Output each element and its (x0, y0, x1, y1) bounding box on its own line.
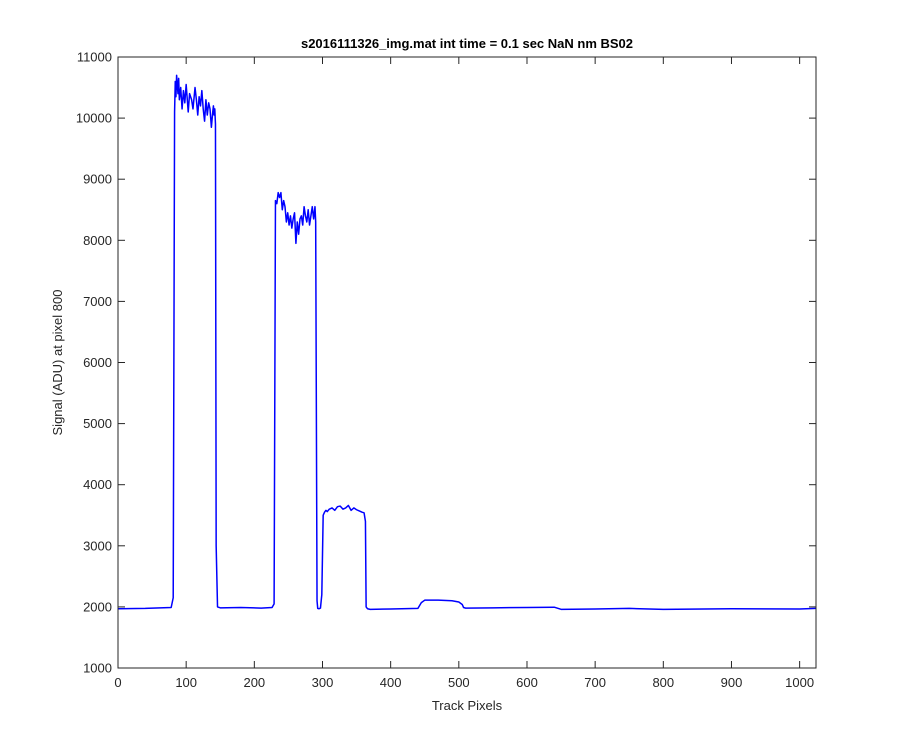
x-tick-label: 100 (175, 675, 197, 690)
y-tick-label: 10000 (76, 111, 112, 126)
x-tick-label: 900 (721, 675, 743, 690)
chart-title: s2016111326_img.mat int time = 0.1 sec N… (301, 36, 633, 51)
y-tick-label: 1000 (83, 661, 112, 676)
series-group (117, 74, 817, 611)
y-tick-label: 3000 (83, 538, 112, 553)
x-tick-label: 1000 (785, 675, 814, 690)
y-tick-label: 5000 (83, 416, 112, 431)
x-tick-label: 400 (380, 675, 402, 690)
y-tick-label: 7000 (83, 294, 112, 309)
x-tick-label: 800 (652, 675, 674, 690)
plot-area-background (118, 57, 816, 668)
y-tick-label: 9000 (83, 172, 112, 187)
y-tick-label: 6000 (83, 355, 112, 370)
y-tick-label: 11000 (77, 50, 112, 65)
x-tick-label: 500 (448, 675, 470, 690)
series-line-0 (117, 74, 817, 611)
y-axis-label: Signal (ADU) at pixel 800 (50, 290, 65, 436)
y-tick-label: 8000 (83, 233, 112, 248)
axes-box (117, 56, 817, 669)
x-tick-label: 700 (584, 675, 606, 690)
y-tick-label: 2000 (83, 599, 112, 614)
ticks: 0 100 200 300 400 500 600 700 800 900 1000 1000 2000… (76, 50, 816, 690)
x-tick-label: 200 (243, 675, 265, 690)
x-tick-label: 0 (114, 675, 121, 690)
x-tick-label: 600 (516, 675, 538, 690)
x-tick-label: 300 (312, 675, 334, 690)
y-tick-label: 4000 (83, 477, 112, 492)
x-axis-label: Track Pixels (432, 698, 503, 713)
